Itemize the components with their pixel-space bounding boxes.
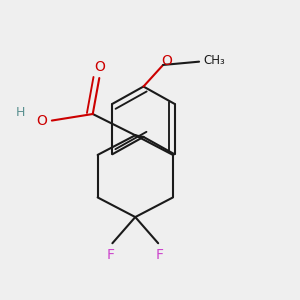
Text: O: O bbox=[36, 114, 47, 128]
Text: O: O bbox=[94, 60, 105, 74]
Text: F: F bbox=[107, 248, 115, 262]
Text: H: H bbox=[16, 106, 26, 119]
Text: O: O bbox=[162, 54, 172, 68]
Text: F: F bbox=[156, 248, 164, 262]
Text: CH₃: CH₃ bbox=[203, 53, 225, 67]
